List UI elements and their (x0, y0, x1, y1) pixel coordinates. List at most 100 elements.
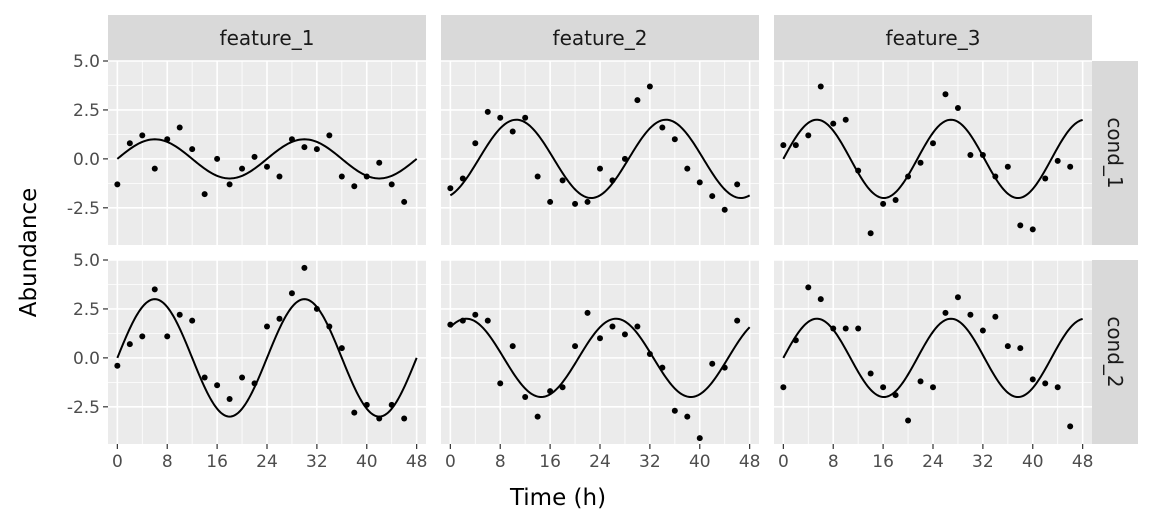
x-tick-label: 0 (445, 452, 456, 472)
data-point (459, 317, 466, 324)
data-point (522, 114, 529, 121)
x-tick-label: 24 (256, 452, 278, 472)
data-point (609, 177, 616, 184)
data-point (226, 395, 233, 402)
data-point (559, 177, 566, 184)
data-point (709, 360, 716, 367)
data-point (609, 323, 616, 330)
data-point (363, 401, 370, 408)
data-point (251, 380, 258, 387)
data-point (472, 311, 479, 318)
data-point (979, 151, 986, 158)
data-point (930, 140, 936, 147)
data-point (214, 155, 221, 162)
data-point (780, 384, 787, 391)
x-tick-label: 16 (872, 452, 894, 472)
data-point (892, 392, 899, 399)
x-tick-label: 24 (589, 452, 611, 472)
data-point (992, 313, 999, 320)
data-point (139, 333, 146, 340)
fitted-curve (449, 118, 751, 200)
data-point (288, 136, 295, 143)
data-point (497, 114, 504, 121)
data-point (534, 173, 541, 180)
data-point (559, 384, 566, 391)
data-point (276, 173, 283, 180)
data-point (892, 196, 899, 203)
data-point (967, 151, 974, 158)
data-point (401, 198, 408, 205)
data-point (805, 132, 812, 139)
x-tick-label: 8 (162, 452, 173, 472)
data-point (351, 409, 358, 416)
data-point (1029, 376, 1036, 383)
data-point (547, 198, 554, 205)
data-point (842, 325, 849, 332)
x-tick-label: 8 (828, 452, 839, 472)
data-point (817, 296, 824, 303)
data-point (1004, 163, 1011, 170)
data-point (684, 413, 691, 420)
data-point (855, 325, 862, 332)
data-point (917, 159, 924, 166)
data-point (659, 124, 666, 131)
data-point (313, 305, 320, 312)
data-point (721, 364, 728, 371)
data-point (1054, 157, 1061, 164)
data-point (792, 142, 799, 149)
data-point (967, 311, 974, 318)
data-point (388, 401, 395, 408)
data-point (484, 108, 491, 115)
data-point (855, 167, 862, 174)
x-tick-label: 16 (539, 452, 561, 472)
data-point (484, 317, 491, 324)
data-point (1054, 384, 1061, 391)
facet-row-label: cond_1 (1103, 117, 1127, 188)
data-point (459, 175, 466, 182)
data-point (301, 144, 308, 151)
data-point (288, 290, 295, 297)
data-point (572, 200, 579, 207)
y-axis-title: Abundance (16, 188, 42, 318)
data-point (880, 200, 887, 207)
x-tick-label: 32 (639, 452, 661, 472)
data-point (671, 136, 678, 143)
y-tick-label: 2.5 (73, 101, 100, 121)
data-point (151, 165, 158, 172)
data-point (734, 317, 741, 324)
facet-strip-feature_1 (108, 15, 426, 61)
data-point (817, 83, 824, 90)
x-tick-label: 40 (689, 452, 711, 472)
x-tick-label: 40 (356, 452, 378, 472)
data-point (696, 435, 703, 442)
data-point (363, 173, 370, 180)
data-point (954, 104, 961, 111)
y-tick-label: -2.5 (67, 199, 100, 219)
data-point (534, 413, 541, 420)
data-point (201, 374, 208, 381)
data-point (942, 91, 949, 98)
facet-strip-label: feature_3 (886, 26, 981, 50)
data-point (139, 132, 146, 139)
data-point (1067, 163, 1074, 170)
data-point (126, 140, 133, 147)
fitted-curve (782, 118, 1083, 200)
data-point (114, 362, 121, 369)
data-point (547, 388, 554, 395)
data-point (621, 155, 628, 162)
x-tick-label: 32 (972, 452, 994, 472)
data-point (447, 185, 454, 192)
data-point (1029, 226, 1036, 233)
data-point (930, 384, 936, 391)
data-point (1017, 222, 1024, 229)
data-point (214, 382, 221, 389)
data-point (671, 407, 678, 414)
data-point (497, 380, 504, 387)
data-point (709, 193, 716, 200)
data-point (239, 165, 246, 172)
data-point (326, 323, 333, 330)
data-point (189, 146, 196, 153)
data-point (597, 335, 603, 342)
y-tick-label: 5.0 (73, 52, 100, 72)
